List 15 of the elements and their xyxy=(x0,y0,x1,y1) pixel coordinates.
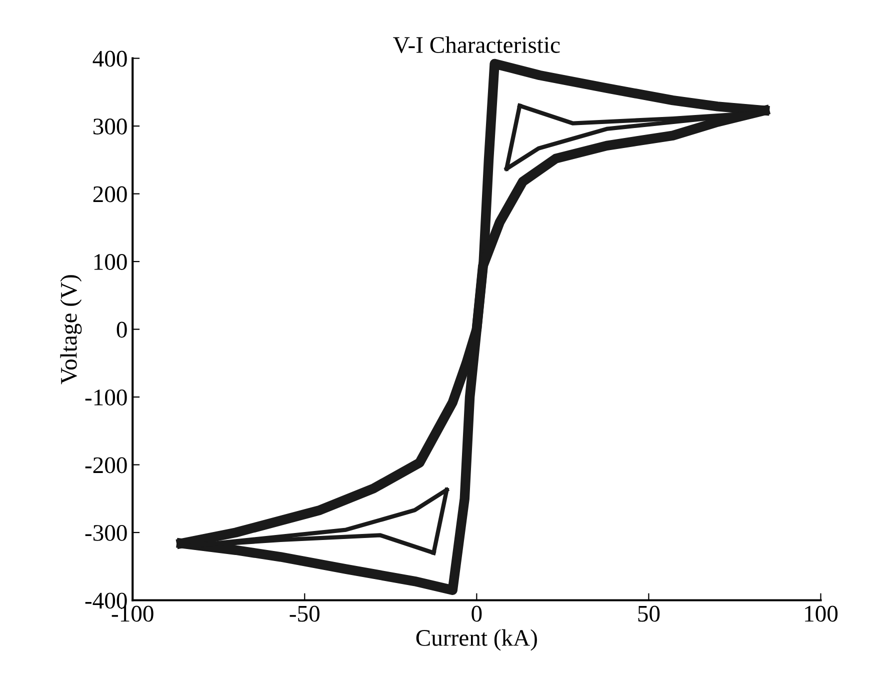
y-tick-label: 400 xyxy=(92,50,127,67)
x-tick-label: 0 xyxy=(472,606,482,622)
y-tick-label: -300 xyxy=(85,525,127,541)
x-tick-label: 50 xyxy=(638,606,660,622)
x-axis-title: Current (kA) xyxy=(416,629,537,651)
y-tick-label: 100 xyxy=(94,254,127,270)
y-tick-label: 0 xyxy=(116,322,127,338)
y-tick-label: -100 xyxy=(85,390,127,406)
y-tick-label: 200 xyxy=(93,186,127,202)
y-tick-label: 300 xyxy=(93,118,127,134)
x-tick-label: -50 xyxy=(290,606,320,622)
y-tick-label: -200 xyxy=(85,457,127,474)
x-tick-label: 100 xyxy=(805,606,838,622)
chart-title: V-I Characteristic xyxy=(393,36,560,54)
y-axis-title: Voltage (V) xyxy=(60,275,82,384)
